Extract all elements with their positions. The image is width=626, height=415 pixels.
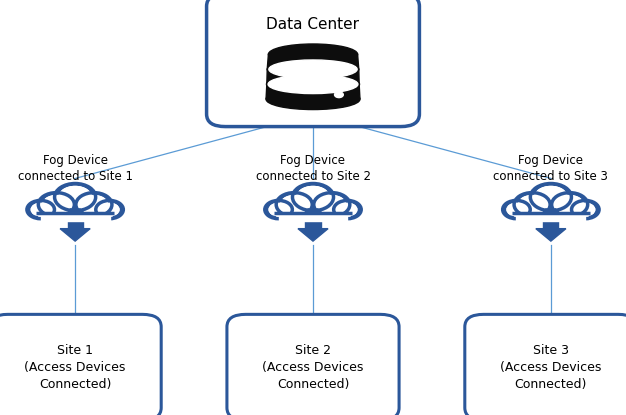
Circle shape xyxy=(31,203,50,216)
Circle shape xyxy=(31,203,50,216)
Ellipse shape xyxy=(268,75,358,94)
Text: Site 1
(Access Devices
Connected): Site 1 (Access Devices Connected) xyxy=(24,344,126,391)
FancyBboxPatch shape xyxy=(68,211,83,229)
Circle shape xyxy=(38,193,74,217)
Circle shape xyxy=(280,195,308,214)
Ellipse shape xyxy=(268,59,358,80)
FancyBboxPatch shape xyxy=(0,315,161,415)
Polygon shape xyxy=(267,54,359,69)
Circle shape xyxy=(80,195,108,214)
FancyBboxPatch shape xyxy=(227,315,399,415)
Circle shape xyxy=(507,203,526,216)
Ellipse shape xyxy=(267,74,359,95)
Circle shape xyxy=(100,203,119,216)
FancyBboxPatch shape xyxy=(464,315,626,415)
Ellipse shape xyxy=(267,74,359,95)
Polygon shape xyxy=(266,84,360,99)
Text: Data Center: Data Center xyxy=(267,17,359,32)
Circle shape xyxy=(96,200,123,219)
Circle shape xyxy=(503,200,530,219)
Circle shape xyxy=(59,186,91,208)
Circle shape xyxy=(297,186,329,208)
Circle shape xyxy=(276,193,312,217)
Circle shape xyxy=(43,195,70,214)
Circle shape xyxy=(292,183,334,211)
FancyBboxPatch shape xyxy=(512,211,590,221)
Circle shape xyxy=(552,193,588,217)
Circle shape xyxy=(318,195,346,214)
Ellipse shape xyxy=(267,74,359,95)
Circle shape xyxy=(54,183,96,211)
FancyBboxPatch shape xyxy=(543,211,558,229)
Ellipse shape xyxy=(268,59,358,80)
Ellipse shape xyxy=(266,89,360,110)
Polygon shape xyxy=(60,229,90,241)
Circle shape xyxy=(314,193,350,217)
Circle shape xyxy=(572,200,599,219)
Polygon shape xyxy=(536,229,566,241)
Circle shape xyxy=(535,186,567,208)
FancyBboxPatch shape xyxy=(36,211,114,221)
Text: Fog Device
connected to Site 1: Fog Device connected to Site 1 xyxy=(18,154,133,183)
Circle shape xyxy=(334,92,343,98)
Circle shape xyxy=(76,193,112,217)
Polygon shape xyxy=(298,229,328,241)
Circle shape xyxy=(535,186,567,208)
Circle shape xyxy=(27,200,54,219)
Circle shape xyxy=(507,203,526,216)
Circle shape xyxy=(518,195,546,214)
Circle shape xyxy=(318,195,346,214)
Text: Site 2
(Access Devices
Connected): Site 2 (Access Devices Connected) xyxy=(262,344,364,391)
Circle shape xyxy=(334,200,361,219)
Circle shape xyxy=(576,203,595,216)
Circle shape xyxy=(556,195,583,214)
Ellipse shape xyxy=(269,44,357,65)
FancyBboxPatch shape xyxy=(305,211,321,229)
Circle shape xyxy=(269,203,288,216)
Text: Fog Device
connected to Site 2: Fog Device connected to Site 2 xyxy=(255,154,371,183)
FancyBboxPatch shape xyxy=(279,215,347,221)
Ellipse shape xyxy=(269,60,357,78)
Polygon shape xyxy=(267,69,359,84)
Circle shape xyxy=(338,203,357,216)
FancyBboxPatch shape xyxy=(516,215,585,221)
FancyBboxPatch shape xyxy=(207,0,419,127)
Circle shape xyxy=(280,195,308,214)
Circle shape xyxy=(332,77,341,83)
Circle shape xyxy=(59,186,91,208)
Ellipse shape xyxy=(268,59,358,80)
Circle shape xyxy=(80,195,108,214)
Circle shape xyxy=(576,203,595,216)
Circle shape xyxy=(100,203,119,216)
Circle shape xyxy=(556,195,583,214)
Text: Site 3
(Access Devices
Connected): Site 3 (Access Devices Connected) xyxy=(500,344,602,391)
Circle shape xyxy=(514,193,550,217)
Circle shape xyxy=(530,183,572,211)
Circle shape xyxy=(265,200,292,219)
FancyBboxPatch shape xyxy=(41,215,110,221)
Text: Fog Device
connected to Site 3: Fog Device connected to Site 3 xyxy=(493,154,608,183)
Circle shape xyxy=(518,195,546,214)
Circle shape xyxy=(338,203,357,216)
Circle shape xyxy=(269,203,288,216)
FancyBboxPatch shape xyxy=(274,211,352,221)
Circle shape xyxy=(297,186,329,208)
Circle shape xyxy=(43,195,70,214)
